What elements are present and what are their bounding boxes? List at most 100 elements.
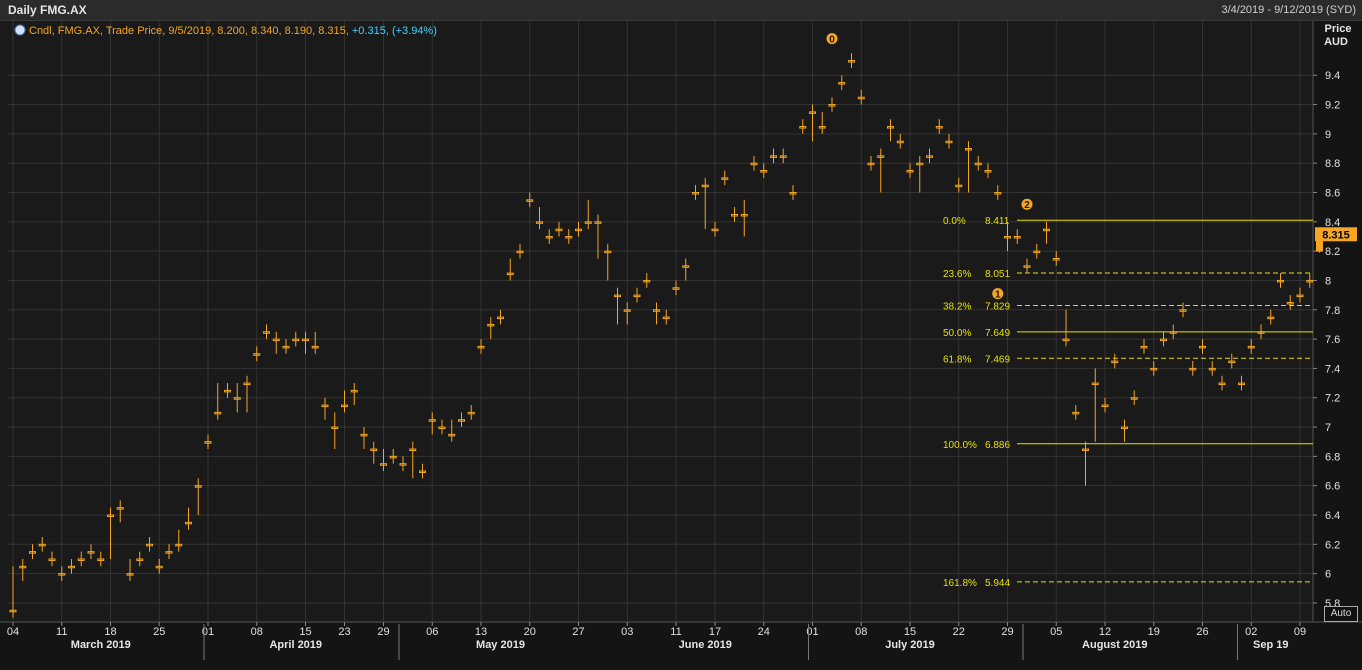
- x-tick-label: 20: [524, 626, 536, 638]
- candle-body: [701, 184, 709, 188]
- candle-body: [838, 82, 846, 85]
- candle-body: [584, 221, 592, 224]
- candle-body: [185, 521, 192, 525]
- y-axis-panel: [1313, 21, 1362, 622]
- candle-body: [545, 235, 553, 239]
- fib-value-label: 6.886: [985, 440, 1010, 451]
- candle-body: [789, 192, 797, 195]
- x-tick-label: 05: [1050, 626, 1062, 638]
- candle-body: [165, 551, 173, 554]
- x-tick-label: 08: [855, 626, 867, 638]
- candle-body: [984, 170, 992, 173]
- month-label: April 2019: [269, 639, 322, 651]
- fib-percent-label: 23.6%: [943, 269, 971, 280]
- y-tick-label: 7.8: [1325, 305, 1340, 317]
- candle-body: [389, 455, 397, 459]
- candle-body: [604, 250, 612, 254]
- month-label: July 2019: [885, 639, 935, 651]
- x-tick-label: 08: [251, 626, 263, 638]
- x-tick-label: 26: [1196, 626, 1208, 638]
- y-tick-label: 6.2: [1325, 539, 1340, 551]
- wave-marker: [991, 287, 1005, 301]
- candle-body: [19, 565, 27, 569]
- title-bar: Daily FMG.AX 3/4/2019 - 9/12/2019 (SYD): [0, 0, 1362, 21]
- candle-body: [643, 279, 651, 283]
- candle-body: [107, 514, 114, 517]
- fib-percent-label: 38.2%: [943, 302, 971, 313]
- candle-body: [350, 389, 358, 393]
- y-tick-label: 9: [1325, 129, 1331, 141]
- candle-body: [1091, 382, 1099, 386]
- candle-body: [126, 573, 134, 576]
- candle-body: [263, 331, 270, 334]
- y-tick-label: 8.6: [1325, 188, 1340, 200]
- candle-body: [341, 404, 348, 408]
- candle-body: [818, 126, 826, 129]
- candle-body: [809, 111, 816, 114]
- candle-body: [614, 294, 621, 298]
- candle-body: [1160, 338, 1167, 342]
- auto-scale-button[interactable]: Auto: [1324, 606, 1358, 622]
- candle-body: [935, 126, 943, 129]
- date-range[interactable]: 3/4/2019 - 9/12/2019 (SYD): [1221, 4, 1356, 16]
- candle-body: [1179, 309, 1187, 312]
- month-label: June 2019: [679, 639, 732, 651]
- x-tick-label: 15: [299, 626, 311, 638]
- candle-body: [653, 309, 660, 312]
- candle-body: [448, 433, 456, 437]
- candle-body: [399, 463, 407, 466]
- candle-body: [633, 294, 641, 298]
- wave-marker: [1020, 197, 1034, 211]
- y-tick-label: 8.8: [1325, 158, 1340, 170]
- candle-body: [1043, 228, 1050, 232]
- candle-body: [58, 573, 66, 576]
- fib-percent-label: 50.0%: [943, 328, 971, 339]
- y-axis-unit: AUD: [1324, 36, 1348, 48]
- candle-body: [438, 426, 446, 430]
- x-tick-label: 02: [1245, 626, 1257, 638]
- candle-body: [194, 485, 202, 488]
- candle-body: [1277, 279, 1284, 283]
- x-tick-label: 23: [338, 626, 350, 638]
- x-axis-panel: [0, 622, 1362, 670]
- candle-body: [1189, 367, 1197, 371]
- candle-body: [711, 228, 719, 232]
- candle-body: [1121, 426, 1128, 430]
- fib-percent-label: 161.8%: [943, 578, 977, 589]
- y-tick-label: 7.2: [1325, 393, 1340, 405]
- candle-body: [311, 345, 319, 349]
- candle-body: [770, 155, 777, 158]
- candle-body: [848, 60, 855, 63]
- candle-body: [224, 389, 231, 393]
- candle-body: [1199, 345, 1206, 349]
- candle-body: [48, 558, 56, 561]
- candle-body: [1013, 235, 1021, 239]
- x-tick-label: 12: [1099, 626, 1111, 638]
- candle-body: [965, 148, 972, 151]
- y-tick-label: 9.4: [1325, 70, 1340, 82]
- candle-body: [409, 448, 417, 452]
- candle-body: [575, 228, 582, 232]
- last-price-tag: [1315, 227, 1357, 242]
- candle-body: [867, 162, 875, 166]
- x-tick-label: 29: [1001, 626, 1013, 638]
- candle-body: [1072, 411, 1080, 415]
- candle-body: [731, 213, 738, 217]
- candle-body: [555, 228, 563, 232]
- x-tick-label: 09: [1294, 626, 1306, 638]
- plot-area: [8, 21, 1313, 622]
- legend-text: Cndl, FMG.AX, Trade Price, 9/5/2019, 8.2…: [29, 25, 437, 37]
- y-tick-label: 6.6: [1325, 481, 1340, 493]
- candle-body: [916, 162, 924, 166]
- candle-body: [779, 155, 787, 158]
- last-price-label: 8.315: [1322, 229, 1350, 241]
- x-tick-label: 11: [56, 626, 67, 638]
- y-tick-label: 7: [1325, 422, 1331, 434]
- y-tick-label: 8: [1325, 275, 1331, 287]
- candle-body: [1052, 257, 1060, 261]
- candle-body: [360, 433, 368, 437]
- candle-body: [994, 192, 1002, 195]
- candle-body: [565, 235, 573, 239]
- y-tick-label: 6: [1325, 569, 1331, 581]
